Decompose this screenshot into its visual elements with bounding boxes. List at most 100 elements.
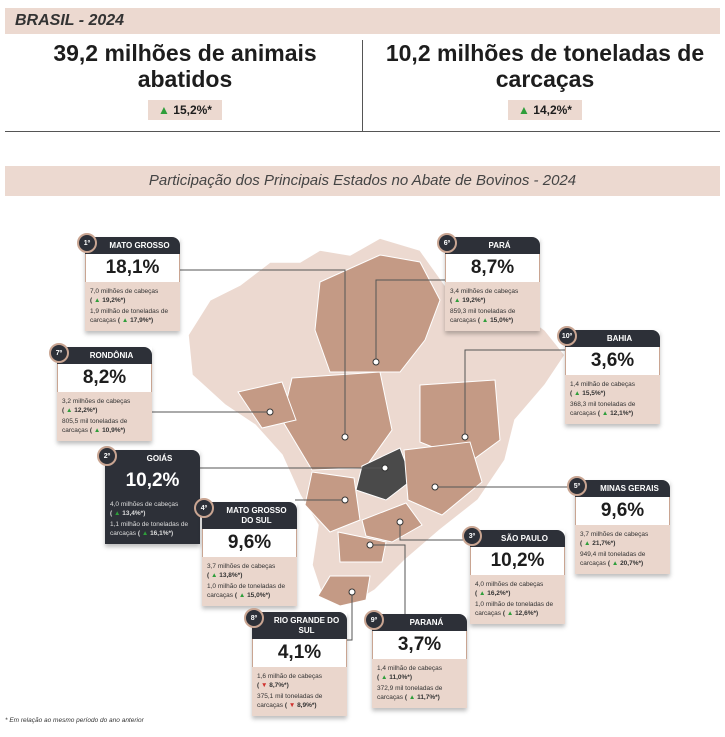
heads-text: 1,4 milhão de cabeças bbox=[570, 381, 636, 388]
arrow-up-icon: ▲ bbox=[93, 297, 101, 304]
arrow-up-icon: ▲ bbox=[583, 540, 591, 547]
arrow-up-icon: ▲ bbox=[478, 590, 486, 597]
heads-change: 19,2%* bbox=[102, 297, 124, 304]
arrow-up-icon: ▲ bbox=[93, 427, 101, 434]
arrow-up-icon: ▲ bbox=[518, 103, 530, 117]
state-card-paraná: 9º PARANÁ 3,7% 1,4 milhão de cabeças( ▲ … bbox=[364, 610, 467, 708]
carcass-text: 375,1 mil toneladas de carcaças bbox=[257, 693, 323, 709]
arrow-up-icon: ▲ bbox=[481, 317, 489, 324]
state-share: 8,7% bbox=[445, 254, 540, 282]
state-details: 4,0 milhões de cabeças( ▲ 16,2%*) 1,0 mi… bbox=[470, 575, 565, 624]
rank-badge: 10º bbox=[557, 326, 577, 346]
carcass-text: 859,3 mil toneladas de carcaças bbox=[450, 308, 516, 324]
state-parana bbox=[337, 531, 387, 563]
state-card-são-paulo: 3º SÃO PAULO 10,2% 4,0 milhões de cabeça… bbox=[462, 526, 565, 624]
carcass-text: 1,1 milhão de toneladas de carcaças bbox=[110, 521, 189, 537]
arrow-up-icon: ▲ bbox=[611, 560, 619, 567]
arrow-up-icon: ▲ bbox=[210, 572, 218, 579]
arrow-up-icon: ▲ bbox=[113, 510, 121, 517]
divider bbox=[5, 131, 720, 132]
state-details: 1,6 milhão de cabeças( ▼ 8,7%*) 375,1 mi… bbox=[252, 667, 347, 716]
state-share: 9,6% bbox=[202, 529, 297, 557]
state-name: BAHIA bbox=[565, 330, 660, 347]
carcass-change: 16,1%* bbox=[150, 530, 172, 537]
heads-change: 11,0%* bbox=[389, 674, 410, 681]
leader-lines bbox=[152, 269, 575, 641]
stat-animals-change: ▲ 15,2%* bbox=[148, 100, 222, 120]
state-card-mato-grosso: 1º MATO GROSSO 18,1% 7,0 milhões de cabe… bbox=[77, 233, 180, 331]
state-share: 8,2% bbox=[57, 364, 152, 392]
rank-badge: 3º bbox=[462, 526, 482, 546]
state-name: GOIÁS bbox=[105, 450, 200, 467]
arrow-up-icon: ▲ bbox=[601, 410, 609, 417]
arrow-up-icon: ▲ bbox=[573, 390, 581, 397]
heads-text: 3,4 milhões de cabeças bbox=[450, 288, 519, 295]
state-bahia bbox=[419, 379, 501, 463]
carcass-change: 11,7%* bbox=[417, 694, 438, 701]
arrow-up-icon: ▲ bbox=[141, 530, 149, 537]
rank-badge: 4º bbox=[194, 498, 214, 518]
carcass-change: 12,1%* bbox=[610, 410, 632, 417]
arrow-up-icon: ▲ bbox=[506, 610, 514, 617]
carcass-text: 1,9 milhão de toneladas de carcaças bbox=[90, 308, 169, 324]
state-details: 1,4 milhão de cabeças( ▲ 11,0%*) 372,9 m… bbox=[372, 659, 467, 708]
state-details: 3,2 milhões de cabeças( ▲ 12,2%*) 805,5 … bbox=[57, 392, 152, 441]
state-card-goiás: 2º GOIÁS 10,2% 4,0 milhões de cabeças( ▲… bbox=[97, 446, 200, 544]
footnote: * Em relação ao mesmo período do ano ant… bbox=[5, 717, 144, 724]
state-card-mato-grosso-do-sul: 4º MATO GROSSO DO SUL 9,6% 3,7 milhões d… bbox=[194, 498, 297, 606]
header-title: BRASIL - 2024 bbox=[15, 12, 125, 29]
state-sao-paulo bbox=[361, 502, 423, 543]
state-name: PARÁ bbox=[445, 237, 540, 254]
heads-text: 3,7 milhões de cabeças bbox=[207, 563, 276, 570]
arrow-down-icon: ▼ bbox=[288, 702, 296, 709]
carcass-change: 10,9%* bbox=[102, 427, 124, 434]
divider bbox=[362, 40, 363, 132]
heads-change: 13,8%* bbox=[219, 572, 241, 579]
heads-text: 1,6 milhão de cabeças bbox=[257, 673, 323, 680]
rank-badge: 5º bbox=[567, 476, 587, 496]
heads-change: 8,7%* bbox=[269, 682, 287, 689]
rank-badge: 8º bbox=[244, 608, 264, 628]
state-name: MATO GROSSO DO SUL bbox=[202, 502, 297, 529]
carcass-change: 15,0%* bbox=[247, 592, 269, 599]
stat-animals-text: 39,2 milhões de animais abatidos bbox=[53, 40, 317, 92]
stat-carcass-change: ▲ 14,2%* bbox=[508, 100, 582, 120]
carcass-text: 1,0 milhão de toneladas de carcaças bbox=[475, 601, 554, 617]
state-name: MATO GROSSO bbox=[85, 237, 180, 254]
carcass-text: 1,0 milhão de toneladas de carcaças bbox=[207, 583, 286, 599]
state-share: 3,7% bbox=[372, 631, 467, 659]
state-share: 9,6% bbox=[575, 497, 670, 525]
carcass-change: 17,9%* bbox=[130, 317, 152, 324]
change-value: 14,2%* bbox=[533, 103, 572, 117]
arrow-up-icon: ▲ bbox=[65, 407, 73, 414]
state-share: 18,1% bbox=[85, 254, 180, 282]
state-markers bbox=[266, 358, 469, 596]
state-name: PARANÁ bbox=[372, 614, 467, 631]
state-details: 1,4 milhão de cabeças( ▲ 15,5%*) 368,3 m… bbox=[565, 375, 660, 424]
stat-animals: 39,2 milhões de animais abatidos ▲ 15,2%… bbox=[10, 40, 360, 120]
stat-carcass: 10,2 milhões de toneladas de carcaças ▲ … bbox=[370, 40, 720, 120]
rank-badge: 2º bbox=[97, 446, 117, 466]
state-card-bahia: 10º BAHIA 3,6% 1,4 milhão de cabeças( ▲ … bbox=[557, 326, 660, 424]
state-share: 10,2% bbox=[470, 547, 565, 575]
heads-text: 4,0 milhões de cabeças bbox=[475, 581, 544, 588]
arrow-up-icon: ▲ bbox=[238, 592, 246, 599]
rank-badge: 1º bbox=[77, 233, 97, 253]
carcass-change: 8,9%* bbox=[297, 702, 315, 709]
state-card-minas-gerais: 5º MINAS GERAIS 9,6% 3,7 milhões de cabe… bbox=[567, 476, 670, 574]
heads-text: 1,4 milhão de cabeças bbox=[377, 665, 443, 672]
change-value: 15,2%* bbox=[173, 103, 212, 117]
state-name: RONDÔNIA bbox=[57, 347, 152, 364]
arrow-up-icon: ▲ bbox=[380, 674, 388, 681]
heads-text: 3,7 milhões de cabeças bbox=[580, 531, 649, 538]
arrow-up-icon: ▲ bbox=[158, 103, 170, 117]
state-share: 3,6% bbox=[565, 347, 660, 375]
carcass-text: 368,3 mil toneladas de carcaças bbox=[570, 401, 636, 417]
state-card-rondônia: 7º RONDÔNIA 8,2% 3,2 milhões de cabeças(… bbox=[49, 343, 152, 441]
state-name: MINAS GERAIS bbox=[575, 480, 670, 497]
stat-carcass-text: 10,2 milhões de toneladas de carcaças bbox=[385, 40, 705, 92]
map-title: Participação dos Principais Estados no A… bbox=[5, 166, 720, 196]
rank-badge: 9º bbox=[364, 610, 384, 630]
heads-change: 15,5%* bbox=[582, 390, 604, 397]
state-goias bbox=[355, 447, 413, 501]
